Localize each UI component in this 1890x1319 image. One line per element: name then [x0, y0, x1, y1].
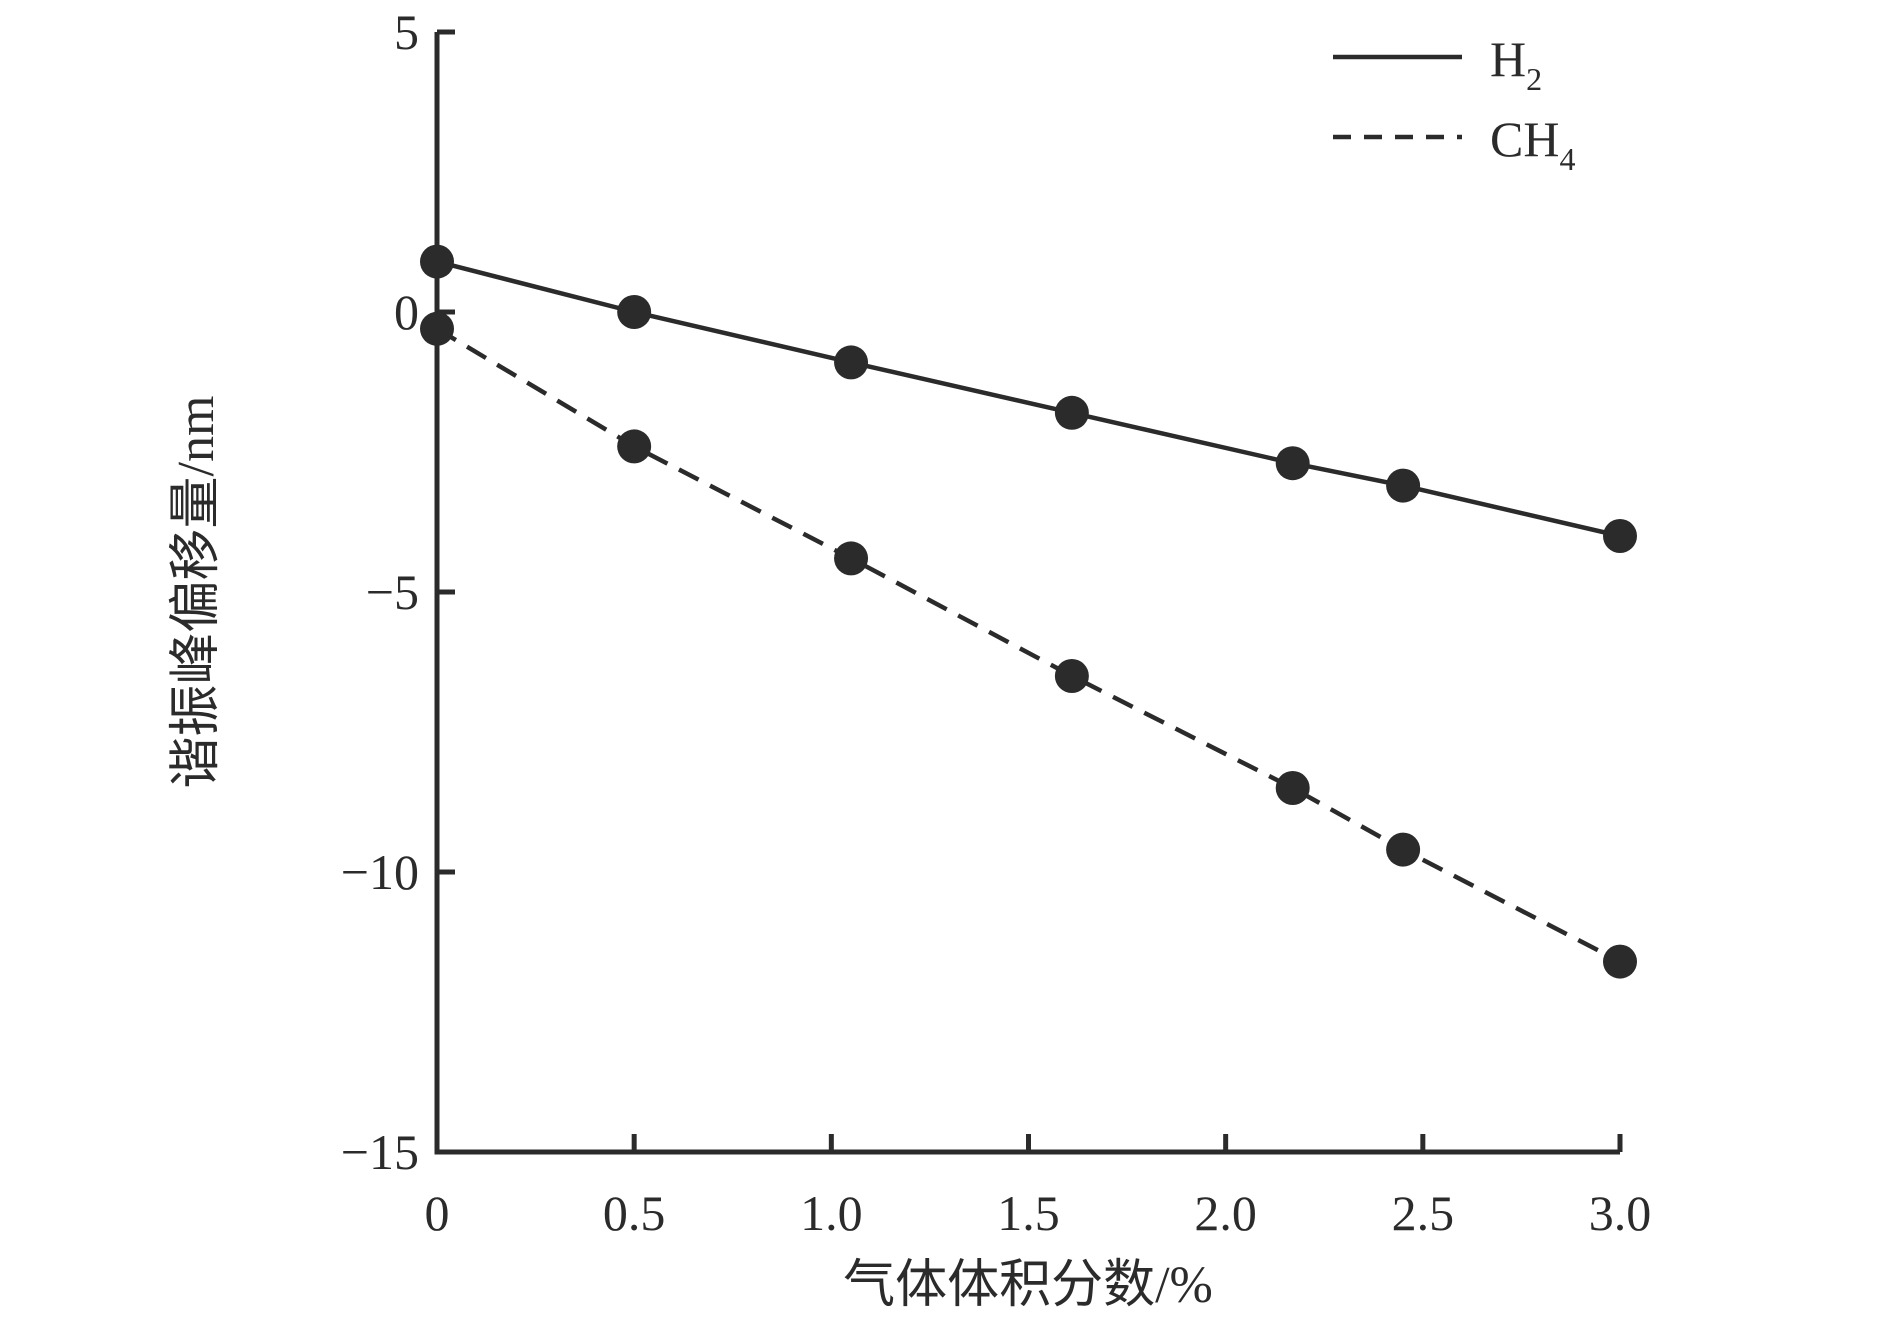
- y-tick-label: 5: [394, 4, 419, 60]
- legend-label-ch4-main: CH: [1490, 111, 1559, 167]
- y-tick-label: −5: [366, 564, 419, 620]
- data-point-h2: [1603, 519, 1637, 553]
- y-tick-label: 0: [394, 284, 419, 340]
- x-tick-label: 0: [425, 1185, 450, 1241]
- x-tick-label: 0.5: [603, 1185, 666, 1241]
- data-point-h2: [617, 295, 652, 329]
- legend-label-h2-main: H: [1490, 31, 1526, 87]
- data-point-ch4: [420, 311, 454, 346]
- legend-label-h2-subscript: 2: [1526, 61, 1542, 97]
- legend-label-ch4: CH4: [1490, 111, 1575, 177]
- y-axis-title: 谐振峰偏移量/nm: [168, 396, 225, 789]
- series-line-ch4: [435, 326, 1622, 964]
- series-line-h2: [436, 259, 1621, 539]
- x-tick-label: 1.0: [800, 1185, 863, 1241]
- data-point-h2: [1054, 395, 1089, 430]
- legend: H2 CH4: [1333, 31, 1575, 177]
- data-point-h2: [1386, 468, 1421, 503]
- data-point-ch4: [1603, 944, 1637, 979]
- data-point-ch4: [1054, 659, 1089, 693]
- legend-label-ch4-subscript: 4: [1559, 141, 1575, 177]
- y-tick-label: −10: [341, 844, 419, 900]
- data-point-ch4: [617, 429, 652, 464]
- y-tick-label: −15: [341, 1124, 419, 1180]
- data-point-ch4: [1386, 832, 1421, 867]
- x-tick-label: 3.0: [1589, 1185, 1652, 1241]
- data-point-ch4: [834, 541, 869, 576]
- legend-label-h2: H2: [1490, 31, 1542, 97]
- data-point-h2: [420, 244, 454, 279]
- x-axis-title: 气体体积分数/%: [843, 1257, 1213, 1314]
- data-point-ch4: [1275, 771, 1310, 805]
- x-tick-label: 2.0: [1194, 1185, 1257, 1241]
- x-tick-label: 1.5: [997, 1185, 1060, 1241]
- x-tick-label: 2.5: [1392, 1185, 1455, 1241]
- axis-spines: [434, 32, 1620, 1155]
- data-point-h2: [1275, 446, 1310, 481]
- data-point-h2: [834, 345, 869, 380]
- plot-area: 50−5−10−150 0.5 1.0 1.5 2.0 2.5 3.0: [341, 4, 1651, 1241]
